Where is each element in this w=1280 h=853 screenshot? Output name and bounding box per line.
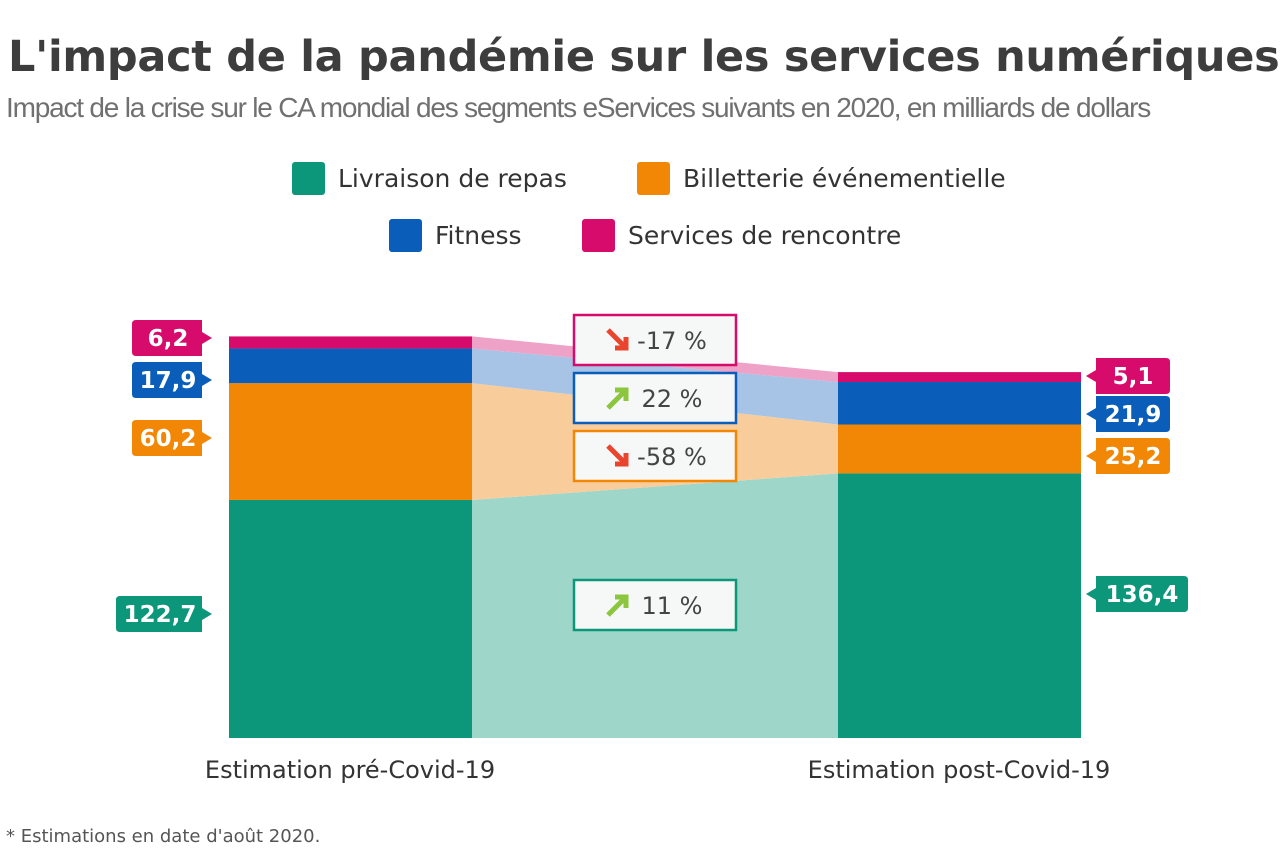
legend-item-fitness: Fitness	[389, 219, 522, 252]
change-label: -58 %	[637, 443, 707, 471]
change-box-livraison-de-repas: 11 %	[572, 578, 738, 632]
legend-swatch	[389, 219, 422, 252]
bar-billetterie-evenementielle-pre	[229, 383, 472, 500]
bar-services-de-rencontre-pre	[229, 336, 472, 349]
legend-swatch	[637, 162, 670, 195]
arrow-down-right-icon	[606, 328, 629, 351]
value-tag-billetterie-evenementielle-post	[1086, 438, 1170, 474]
bar-billetterie-evenementielle-post	[838, 424, 1081, 474]
legend-item-billetterie-evenementielle: Billetterie événementielle	[637, 162, 1006, 195]
value-tag-livraison-de-repas-post	[1086, 576, 1188, 612]
chart-title: L'impact de la pandémie sur les services…	[8, 32, 1280, 82]
arrow-down-right-icon	[606, 444, 629, 467]
footnote: * Estimations en date d'août 2020.	[6, 826, 321, 847]
value-label-services-de-rencontre-pre: 6,2	[148, 326, 189, 352]
change-label: 22 %	[642, 385, 703, 413]
value-label-livraison-de-repas-post: 136,4	[1106, 582, 1179, 608]
change-box-billetterie-evenementielle: -58 %	[572, 429, 738, 483]
legend-label: Billetterie événementielle	[683, 164, 1006, 193]
change-label: -17 %	[637, 327, 707, 355]
legend-swatch	[292, 162, 325, 195]
arrow-up-right-icon	[606, 387, 629, 410]
value-tag-fitness-post	[1086, 396, 1170, 432]
chart-subtitle: Impact de la crise sur le CA mondial des…	[6, 92, 1151, 123]
bar-livraison-de-repas-post	[838, 473, 1081, 738]
value-label-billetterie-evenementielle-pre: 60,2	[140, 426, 197, 452]
category-label-post: Estimation post-Covid-19	[808, 756, 1111, 784]
bar-fitness-pre	[229, 348, 472, 384]
value-tag-billetterie-evenementielle-pre	[132, 420, 212, 456]
change-box-fitness: 22 %	[572, 371, 738, 425]
bar-services-de-rencontre-post	[838, 372, 1081, 383]
value-label-fitness-post: 21,9	[1105, 402, 1162, 428]
value-tag-services-de-rencontre-pre	[132, 320, 212, 356]
legend-label: Livraison de repas	[338, 164, 567, 193]
change-box-frame	[572, 313, 738, 367]
category-label-pre: Estimation pré-Covid-19	[205, 756, 495, 784]
change-box-frame	[572, 429, 738, 483]
bar-fitness-post	[838, 382, 1081, 425]
legend-swatch	[582, 219, 615, 252]
change-box-services-de-rencontre: -17 %	[572, 313, 738, 367]
change-box-frame	[572, 371, 738, 425]
legend-label: Services de rencontre	[628, 221, 901, 250]
value-label-services-de-rencontre-post: 5,1	[1113, 364, 1154, 390]
bar-livraison-de-repas-pre	[229, 499, 472, 738]
value-label-livraison-de-repas-pre: 122,7	[124, 602, 197, 628]
value-label-billetterie-evenementielle-post: 25,2	[1105, 444, 1162, 470]
value-tag-fitness-pre	[132, 362, 212, 398]
legend-item-services-de-rencontre: Services de rencontre	[582, 219, 901, 252]
value-tag-services-de-rencontre-post	[1086, 358, 1170, 394]
legend-label: Fitness	[435, 221, 522, 250]
change-box-frame	[572, 578, 738, 632]
arrow-up-right-icon	[606, 594, 629, 617]
value-tag-livraison-de-repas-pre	[116, 596, 212, 632]
value-label-fitness-pre: 17,9	[140, 368, 197, 394]
legend-item-livraison-de-repas: Livraison de repas	[292, 162, 567, 195]
change-label: 11 %	[642, 592, 703, 620]
